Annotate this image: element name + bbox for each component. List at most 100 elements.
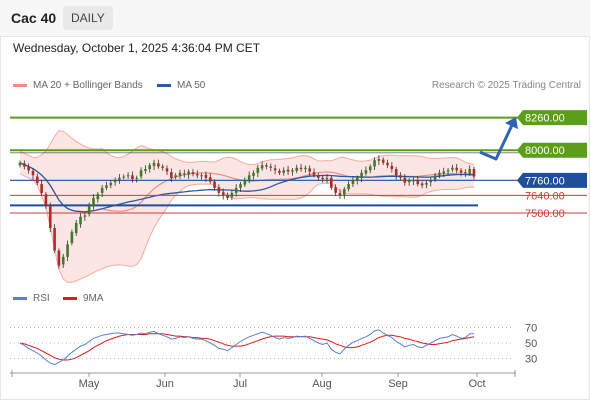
candle-body (53, 228, 56, 251)
candle-body (79, 216, 82, 225)
candle-body (200, 175, 203, 177)
legend-rsi-ma[interactable]: 9MA (63, 293, 104, 304)
price-tag-8000.00 (517, 142, 587, 158)
candle-body (44, 194, 48, 206)
timestamp: Wednesday, October 1, 2025 4:36:04 PM CE… (13, 41, 261, 55)
price-label-7500.00: 7500.00 (525, 208, 565, 220)
candle-body (118, 177, 121, 180)
candle-body (40, 184, 43, 193)
candle-body (161, 166, 164, 168)
candle-body (394, 169, 398, 176)
candle-body (139, 170, 143, 177)
header-bar: Cac 40 DAILY (0, 0, 590, 37)
x-tick-label-May: May (79, 378, 100, 390)
candle-body (183, 173, 186, 175)
candle-body (321, 177, 324, 180)
candle-body (446, 170, 450, 172)
legend-rsi-label: RSI (33, 293, 50, 304)
rsi-ma-line (19, 333, 475, 361)
ma50-line (19, 162, 475, 213)
candle-body (273, 168, 277, 171)
x-tick-label-Oct: Oct (468, 378, 485, 390)
candle-body (35, 176, 39, 183)
candle-body (455, 167, 459, 171)
candle-body (420, 183, 424, 186)
period-button[interactable]: DAILY (63, 6, 113, 30)
candle-body (213, 181, 216, 188)
candle-body (66, 244, 69, 257)
candle-body (135, 177, 139, 179)
candle-body (360, 172, 363, 178)
candle-body (442, 171, 446, 174)
candle-body (157, 163, 160, 167)
candle-body (425, 182, 428, 185)
price-label-7760.00: 7760.00 (525, 175, 565, 187)
candle-body (23, 163, 26, 167)
candle-body (31, 170, 35, 176)
candle-body (451, 167, 454, 170)
candle-body (113, 180, 117, 183)
candle-body (247, 175, 251, 181)
candle-body (148, 165, 152, 170)
bollinger-swatch (13, 83, 27, 87)
ma50-swatch (157, 83, 171, 87)
candle-body (433, 175, 437, 180)
candle-body (100, 187, 104, 193)
bollinger-upper (19, 130, 475, 166)
legend-bollinger[interactable]: MA 20 + Bollinger Bands (13, 80, 143, 91)
candle-body (144, 169, 147, 171)
legend-rsi-ma-label: 9MA (83, 293, 104, 304)
candle-body (234, 187, 238, 193)
candle-body (174, 175, 177, 178)
candle-body (412, 180, 415, 182)
candle-body (230, 192, 234, 198)
candle-body (126, 175, 130, 177)
candle-body (342, 189, 346, 195)
candle-body (464, 172, 467, 174)
candle-body (386, 162, 389, 166)
candle-body (243, 180, 247, 185)
candle-body (239, 184, 242, 188)
bollinger-lower (19, 173, 475, 283)
candle-body (96, 194, 100, 200)
candle-body (70, 231, 74, 244)
rsi-tick-50: 50 (525, 338, 537, 350)
candle-body (191, 172, 195, 175)
legend-bollinger-label: MA 20 + Bollinger Bands (33, 80, 143, 91)
rsi-line (19, 329, 474, 366)
candle-body (373, 160, 376, 167)
candle-body (295, 167, 299, 171)
candle-body (347, 184, 350, 190)
price-tag-8260.00 (517, 110, 587, 126)
candle-body (221, 192, 225, 196)
candle-body (278, 170, 281, 173)
candle-body (459, 170, 463, 173)
candle-body (27, 167, 30, 171)
price-label-8260.00: 8260.00 (525, 113, 565, 125)
candle-body (317, 175, 320, 178)
candle-body (226, 194, 229, 198)
legend-ma50[interactable]: MA 50 (157, 80, 205, 91)
candle-body (208, 177, 212, 182)
candle-body (364, 170, 368, 174)
candle-body (407, 180, 411, 183)
legend-rsi[interactable]: RSI (13, 293, 50, 304)
candle-body (338, 192, 342, 196)
candle-body (330, 177, 333, 188)
candle-body (105, 185, 108, 188)
candle-body (178, 172, 182, 176)
rsi-tick-30: 30 (525, 353, 537, 365)
candle-body (429, 180, 433, 183)
candle-body (269, 166, 273, 168)
candle-body (18, 162, 22, 166)
candle-body (438, 172, 441, 176)
candle-body (472, 169, 476, 177)
candle-body (165, 168, 169, 172)
candle-body (74, 223, 78, 234)
candle-body (355, 177, 359, 181)
candle-body (195, 174, 199, 176)
x-tick-label-Sep: Sep (388, 378, 408, 390)
price-label-8000.00: 8000.00 (525, 145, 565, 157)
candle-body (83, 215, 87, 217)
